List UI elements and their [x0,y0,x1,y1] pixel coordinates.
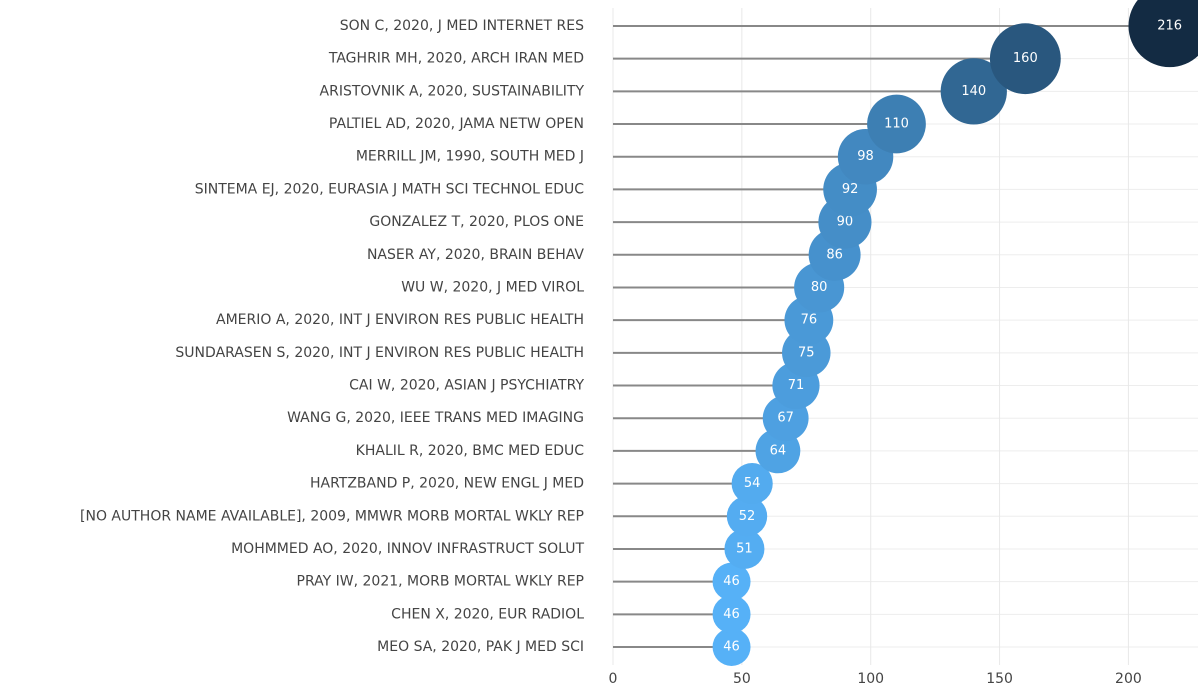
value-label: 67 [777,411,794,426]
y-tick-label: MEO SA, 2020, PAK J MED SCI [377,639,584,655]
y-tick-label: ARISTOVNIK A, 2020, SUSTAINABILITY [320,83,585,99]
value-label: 80 [811,280,828,295]
x-tick-label: 100 [857,671,884,687]
y-tick-label: TAGHRIR MH, 2020, ARCH IRAN MED [328,51,584,67]
value-label: 71 [788,378,805,393]
bubble [867,94,926,154]
y-tick-label: GONZALEZ T, 2020, PLOS ONE [369,214,584,230]
value-label: 75 [798,345,815,360]
value-label: 140 [961,84,986,99]
value-label: 46 [723,607,740,622]
y-tick-label: WU W, 2020, J MED VIROL [401,279,584,295]
value-label: 160 [1013,51,1038,66]
x-tick-label: 0 [609,671,618,687]
y-tick-label: NASER AY, 2020, BRAIN BEHAV [367,247,584,263]
value-label: 86 [826,247,843,262]
value-label: 90 [837,215,854,230]
y-tick-label: HARTZBAND P, 2020, NEW ENGL J MED [310,476,584,492]
bubble [726,496,768,537]
y-tick-label: AMERIO A, 2020, INT J ENVIRON RES PUBLIC… [216,312,584,328]
value-label: 54 [744,476,761,491]
y-tick-label: KHALIL R, 2020, BMC MED EDUC [356,443,585,459]
x-tick-label: 50 [733,671,751,687]
value-label: 92 [842,182,859,197]
value-label: 46 [723,574,740,589]
value-label: 110 [884,117,909,132]
x-tick-label: 200 [1115,671,1142,687]
y-tick-label: CHEN X, 2020, EUR RADIOL [391,606,584,622]
y-tick-label: MOHMMED AO, 2020, INNOV INFRASTRUCT SOLU… [231,541,584,557]
y-tick-label: WANG G, 2020, IEEE TRANS MED IMAGING [287,410,584,426]
y-tick-label: PRAY IW, 2021, MORB MORTAL WKLY REP [297,574,584,590]
y-tick-label: [NO AUTHOR NAME AVAILABLE], 2009, MMWR M… [80,508,584,524]
y-tick-label: SUNDARASEN S, 2020, INT J ENVIRON RES PU… [175,345,584,361]
y-tick-label: SINTEMA EJ, 2020, EURASIA J MATH SCI TEC… [195,181,585,197]
bubble [712,595,751,634]
y-tick-label: MERRILL JM, 1990, SOUTH MED J [356,149,584,165]
y-tick-label: CAI W, 2020, ASIAN J PSYCHIATRY [349,378,584,394]
y-tick-label: SON C, 2020, J MED INTERNET RES [340,18,584,34]
bubble [724,528,765,569]
value-label: 76 [801,313,818,328]
value-label: 52 [739,509,756,524]
bubble [940,58,1007,125]
x-tick-label: 150 [986,671,1013,687]
value-label: 98 [857,149,874,164]
value-label: 51 [736,541,753,556]
bubble [1128,0,1198,68]
value-label: 46 [723,640,740,655]
bubble [731,463,773,505]
bubble [989,23,1061,95]
value-label: 216 [1157,19,1182,34]
y-tick-label: PALTIEL AD, 2020, JAMA NETW OPEN [329,116,584,132]
value-label: 64 [770,443,787,458]
bubble [712,628,751,666]
bubble [712,562,751,601]
